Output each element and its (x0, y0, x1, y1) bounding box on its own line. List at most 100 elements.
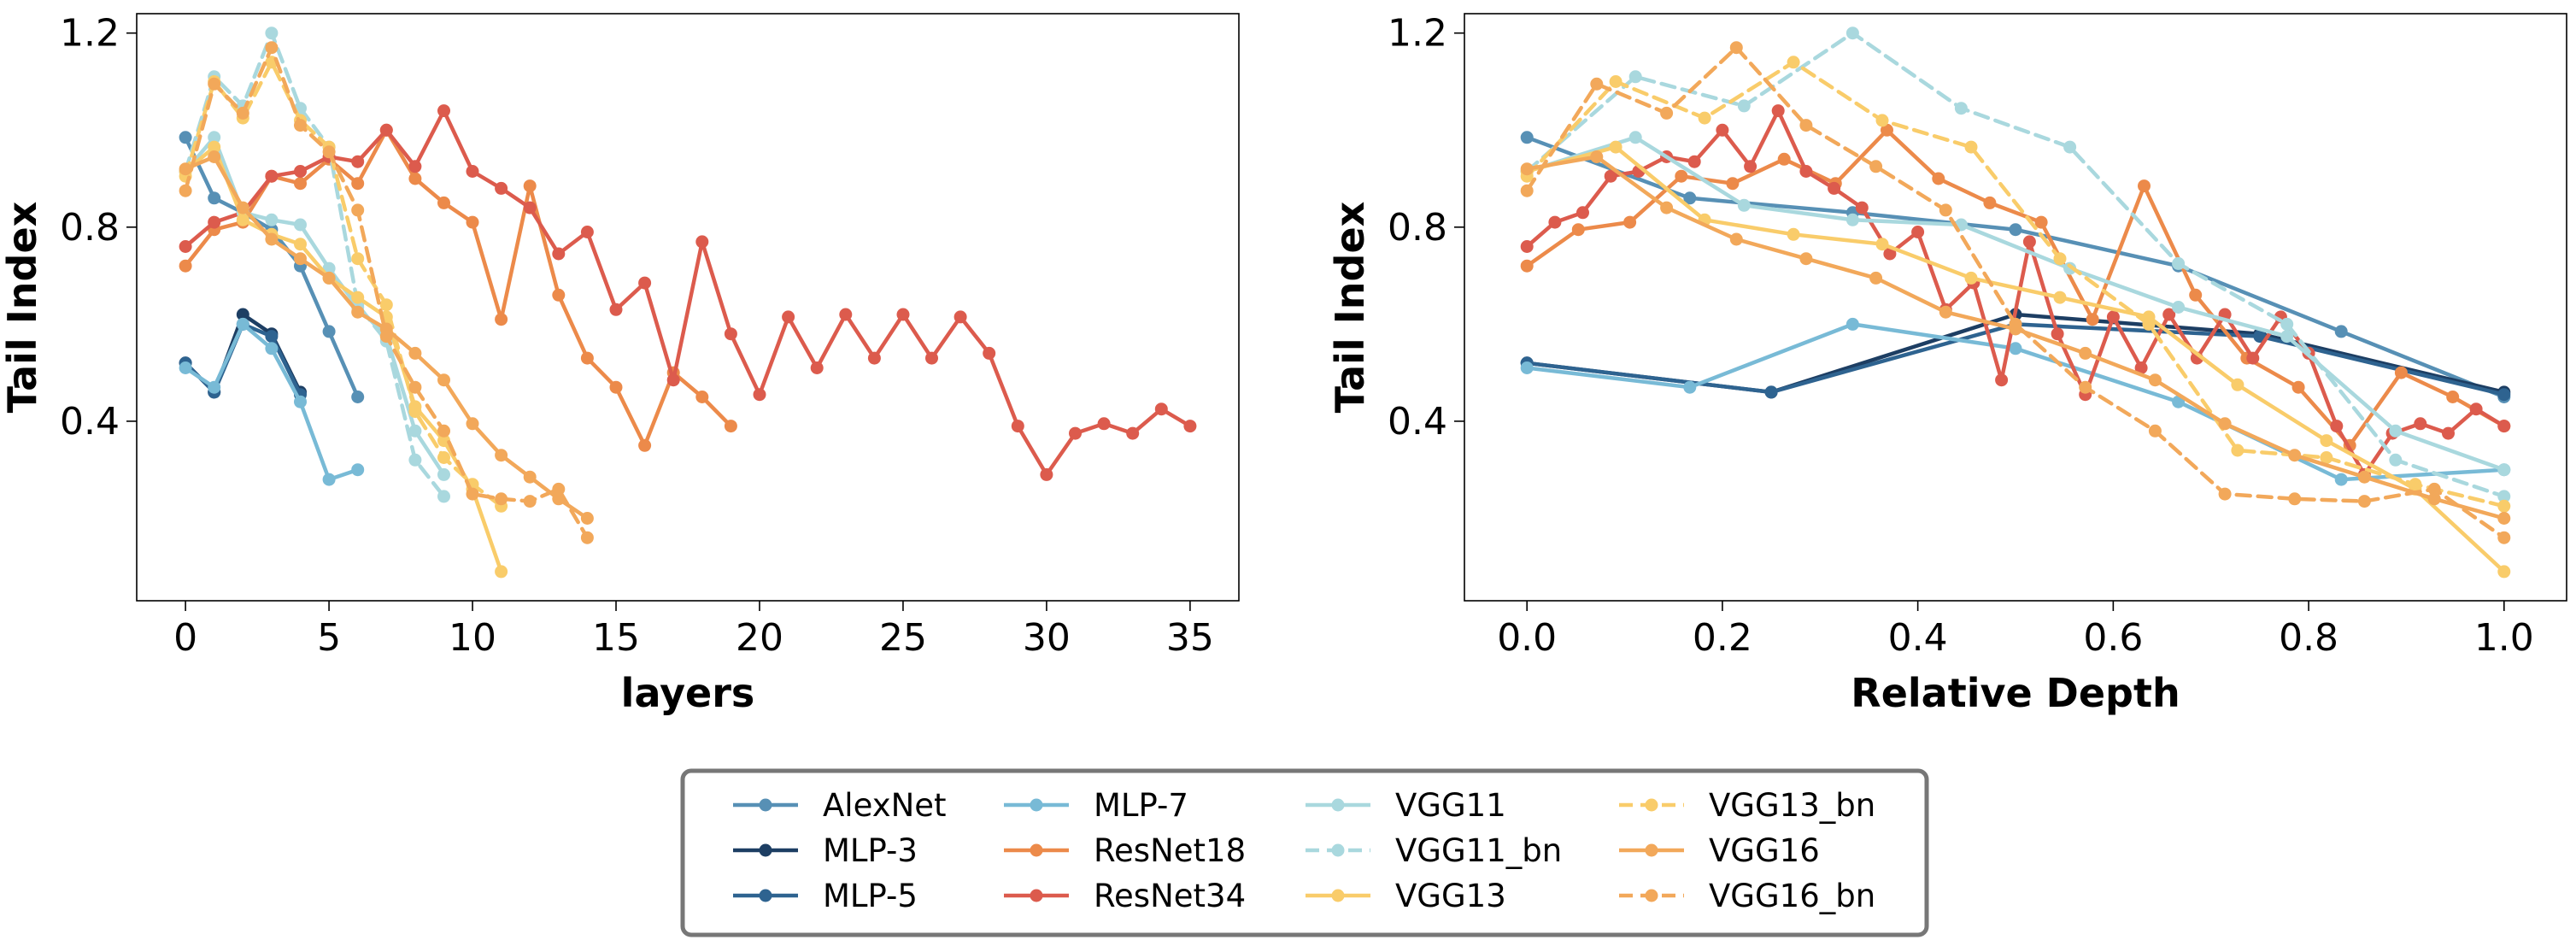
data-point-vgg11-bn (437, 490, 450, 503)
legend-item-resnet18: ResNet18 (1004, 832, 1246, 869)
data-point-resnet34 (1716, 123, 1729, 137)
data-point-resnet34 (1576, 206, 1589, 220)
data-point-vgg16 (466, 417, 479, 431)
legend-swatch-marker (1030, 798, 1043, 812)
data-point-vgg13-bn (2320, 451, 2333, 464)
data-point-alexnet (351, 391, 365, 403)
data-point-vgg13 (1964, 271, 1978, 285)
data-point-vgg13 (2231, 378, 2244, 391)
data-point-vgg11-bn (2063, 140, 2077, 154)
data-point-vgg11 (208, 131, 221, 144)
data-point-resnet34 (839, 308, 853, 321)
series-line-vgg11-bn (183, 31, 446, 499)
data-point-vgg11-bn (1628, 70, 1642, 84)
data-point-resnet18 (1675, 169, 1688, 183)
data-point-vgg16 (2218, 417, 2232, 431)
data-point-vgg13-bn (2142, 317, 2156, 331)
data-point-vgg11-bn (2389, 453, 2403, 467)
data-point-vgg16-bn (580, 531, 594, 544)
x-tick-label: 25 (879, 616, 927, 660)
legend-item-mlp-7: MLP-7 (1004, 787, 1188, 824)
data-point-vgg16 (2357, 470, 2371, 484)
data-point-vgg16-bn (294, 119, 307, 132)
legend-swatch-marker (1030, 843, 1043, 857)
data-point-resnet34 (379, 123, 393, 137)
series-line-vgg11-bn (1524, 31, 2507, 499)
data-point-resnet18 (724, 420, 737, 433)
x-tick-label: 0.8 (2279, 616, 2338, 660)
data-point-resnet34 (954, 310, 967, 324)
data-point-vgg16 (2497, 512, 2511, 525)
data-point-resnet34 (580, 226, 594, 238)
legend-label: VGG16_bn (1709, 878, 1875, 914)
plot-frame (1464, 13, 2567, 602)
data-point-vgg11 (265, 213, 279, 226)
x-tick-label: 1.0 (2474, 616, 2534, 660)
data-point-vgg13 (437, 434, 450, 448)
legend-label: VGG11_bn (1395, 832, 1562, 869)
data-point-vgg13-bn (2409, 478, 2422, 491)
data-point-resnet34 (867, 351, 881, 365)
data-point-vgg16-bn (523, 495, 537, 508)
data-point-vgg13 (236, 213, 249, 226)
data-point-vgg11-bn (1845, 26, 1859, 40)
data-point-vgg16-bn (1590, 77, 1604, 91)
data-point-resnet34 (466, 165, 479, 178)
data-point-vgg11 (437, 467, 450, 481)
data-point-vgg11 (294, 218, 307, 232)
data-point-vgg16-bn (2288, 492, 2302, 506)
data-point-mlp-7 (1845, 317, 1859, 331)
data-point-resnet18 (351, 177, 365, 191)
data-point-mlp-7 (179, 361, 192, 374)
data-point-vgg16 (322, 271, 336, 285)
data-point-mlp-7 (1520, 361, 1534, 374)
legend-item-vgg13: VGG13 (1306, 878, 1506, 914)
legend-label: MLP-3 (823, 832, 918, 869)
data-point-vgg11 (1845, 213, 1859, 226)
data-point-resnet34 (896, 308, 910, 321)
data-point-vgg13 (351, 291, 365, 304)
data-point-vgg11 (2497, 463, 2511, 477)
data-point-alexnet (208, 191, 221, 205)
data-point-vgg16-bn (351, 203, 365, 217)
data-point-resnet18 (2189, 288, 2203, 302)
legend-item-alexnet: AlexNet (733, 787, 947, 824)
data-point-resnet18 (466, 215, 479, 229)
data-point-vgg16 (1590, 150, 1604, 163)
data-point-vgg13-bn (1609, 75, 1622, 88)
data-point-resnet18 (2034, 215, 2048, 229)
data-point-resnet34 (265, 169, 279, 183)
y-axis-label: Tail Index (1327, 202, 1373, 414)
data-point-vgg11-bn (2172, 256, 2186, 270)
x-tick-label: 0.6 (2083, 616, 2143, 660)
data-point-resnet34 (351, 155, 365, 168)
data-point-resnet34 (1911, 226, 1925, 238)
data-point-vgg16 (495, 449, 508, 462)
data-point-resnet34 (638, 276, 652, 290)
data-point-resnet18 (294, 177, 307, 191)
data-point-mlp-7 (2334, 473, 2348, 486)
legend-item-mlp-3: MLP-3 (733, 832, 918, 869)
data-point-alexnet (1520, 131, 1534, 144)
data-point-vgg13-bn (408, 405, 422, 419)
data-point-resnet34 (2330, 420, 2344, 433)
data-point-vgg13 (208, 140, 221, 154)
legend-label: VGG13_bn (1709, 787, 1875, 824)
x-tick-label: 10 (449, 616, 496, 660)
data-point-resnet34 (1011, 420, 1024, 433)
data-point-vgg11-bn (408, 453, 422, 467)
legend-label: ResNet34 (1094, 878, 1246, 914)
data-point-resnet18 (1983, 196, 1997, 209)
data-point-resnet18 (2138, 179, 2151, 193)
data-point-resnet34 (2497, 420, 2511, 433)
legend-swatch-marker (1645, 889, 1658, 902)
data-point-resnet34 (2106, 310, 2120, 324)
data-point-resnet34 (1069, 426, 1082, 440)
y-axis-label: Tail Index (0, 202, 45, 414)
x-tick-label: 0 (173, 616, 197, 660)
data-point-mlp-7 (294, 395, 307, 408)
data-point-resnet18 (1520, 259, 1534, 273)
data-point-resnet34 (2469, 402, 2483, 416)
data-point-vgg13-bn (1698, 111, 1711, 125)
data-point-mlp-5 (265, 330, 279, 344)
